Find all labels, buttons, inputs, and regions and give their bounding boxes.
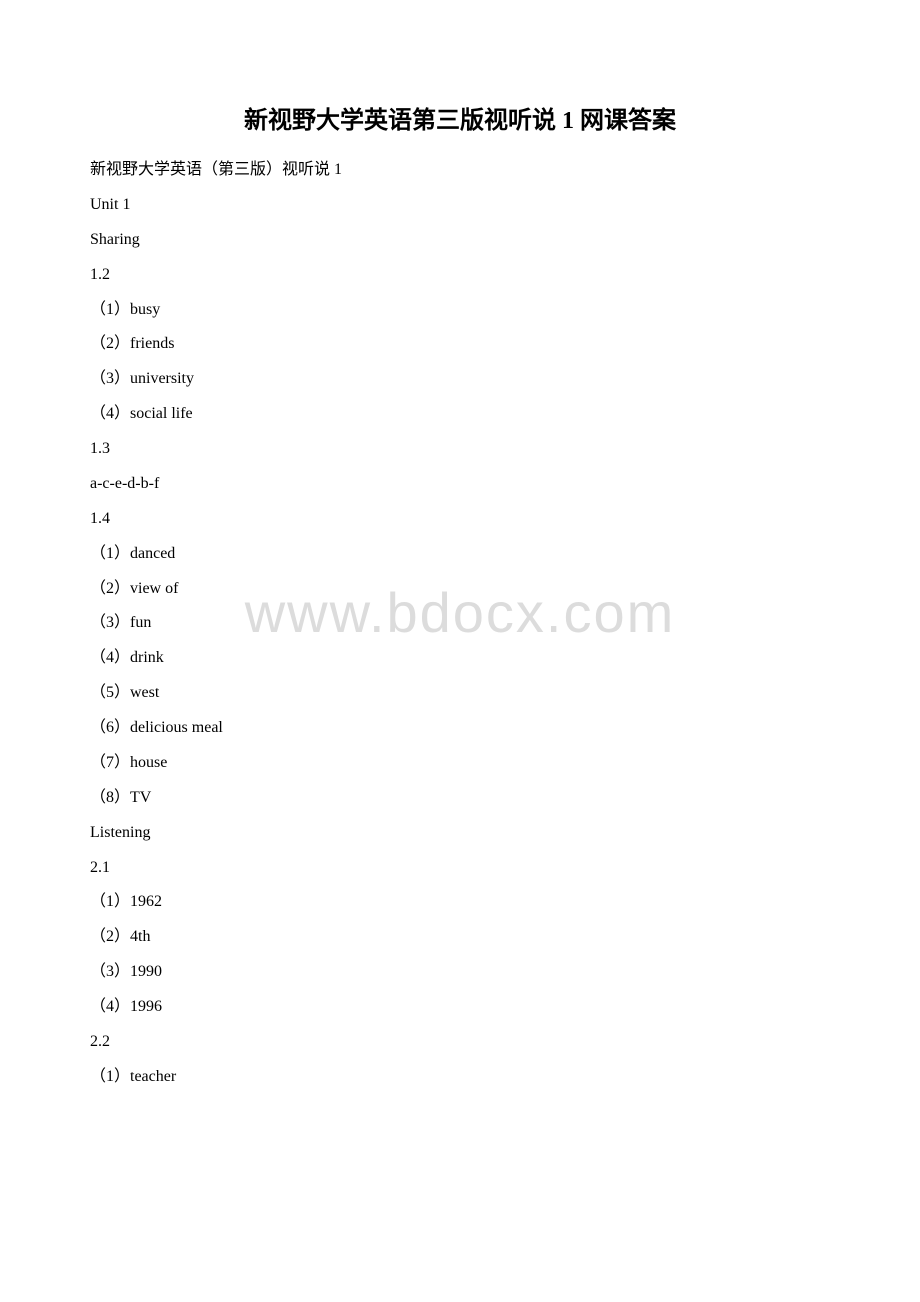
page-title: 新视野大学英语第三版视听说 1 网课答案 xyxy=(90,100,830,135)
body-line: （6）delicious meal xyxy=(90,711,830,746)
body-line: 1.2 xyxy=(90,258,830,293)
body-line: （8）TV xyxy=(90,781,830,816)
body-line: Listening xyxy=(90,816,830,851)
body-line: 1.3 xyxy=(90,432,830,467)
body-line: 新视野大学英语（第三版）视听说 1 xyxy=(90,153,830,188)
body-line: （2）4th xyxy=(90,920,830,955)
body-line: （4）drink xyxy=(90,641,830,676)
body-line: （4）social life xyxy=(90,397,830,432)
body-line: （7）house xyxy=(90,746,830,781)
body-line: （4）1996 xyxy=(90,990,830,1025)
body-line: （1）busy xyxy=(90,293,830,328)
body-line: （2）friends xyxy=(90,327,830,362)
body-line: 2.1 xyxy=(90,851,830,886)
body-line: （5）west xyxy=(90,676,830,711)
body-line: （3）1990 xyxy=(90,955,830,990)
body-line: （2）view of xyxy=(90,572,830,607)
body-line: a-c-e-d-b-f xyxy=(90,467,830,502)
body-line: 2.2 xyxy=(90,1025,830,1060)
document-content: 新视野大学英语第三版视听说 1 网课答案 新视野大学英语（第三版）视听说 1 U… xyxy=(90,100,830,1095)
body-line: Sharing xyxy=(90,223,830,258)
body-line: （3）university xyxy=(90,362,830,397)
body-line: （1）1962 xyxy=(90,885,830,920)
body-line: （1）danced xyxy=(90,537,830,572)
body-line: （1）teacher xyxy=(90,1060,830,1095)
body-line: Unit 1 xyxy=(90,188,830,223)
body-line: （3）fun xyxy=(90,606,830,641)
body-line: 1.4 xyxy=(90,502,830,537)
